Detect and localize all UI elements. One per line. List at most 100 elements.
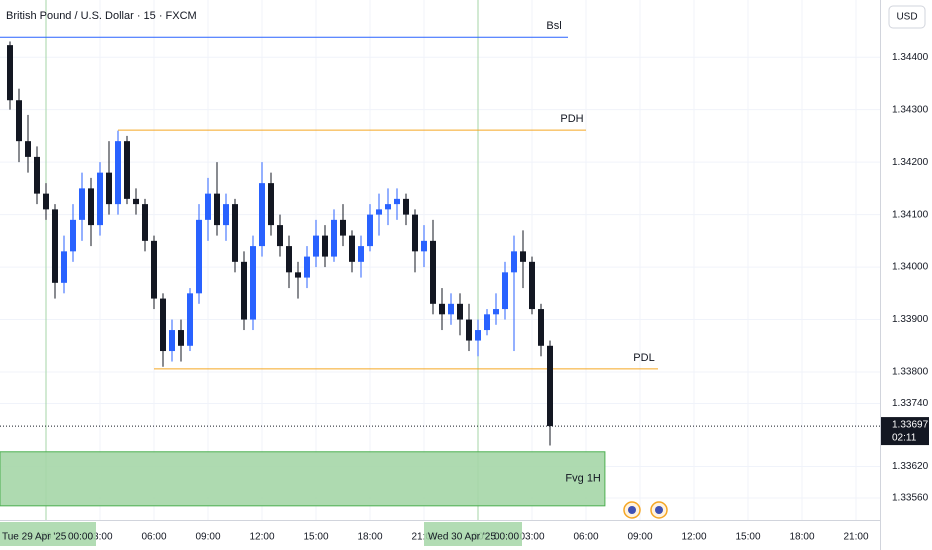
x-tick-label: 21:00	[843, 532, 868, 543]
level-label: PDH	[560, 113, 583, 125]
candle-body	[79, 188, 86, 220]
event-icon-flag	[628, 506, 636, 514]
y-tick-label: 1.33740	[892, 398, 929, 409]
candle-body	[187, 293, 194, 346]
x-tick-label: 18:00	[789, 532, 814, 543]
candle-body	[223, 204, 230, 226]
level-label: Bsl	[546, 20, 561, 32]
candle-body	[475, 330, 482, 341]
candle-body	[7, 45, 14, 101]
candle-body	[115, 141, 122, 205]
candle-body	[52, 209, 59, 283]
candle-body	[160, 298, 167, 352]
candle-body	[304, 256, 311, 278]
candle-body	[538, 309, 545, 346]
candle-body	[286, 246, 293, 273]
candle-body	[241, 261, 248, 320]
candle-body	[331, 219, 338, 257]
candle-body	[322, 235, 329, 257]
candle-body	[277, 225, 284, 247]
y-tick-label: 1.34300	[892, 104, 929, 115]
candle-body	[295, 272, 302, 278]
candle-body	[88, 188, 95, 226]
candle-body	[124, 141, 131, 199]
date-label-time: 00:00	[68, 532, 93, 543]
candle-body	[520, 251, 527, 262]
candle-body	[547, 345, 554, 427]
y-tick-label: 1.34400	[892, 52, 929, 63]
candle-body	[178, 330, 185, 346]
candle-body	[214, 193, 221, 226]
candles	[7, 41, 554, 446]
candle-body	[232, 204, 239, 262]
candle-body	[151, 240, 158, 299]
candle-body	[70, 219, 77, 252]
last-price-badge	[881, 417, 929, 446]
date-label-time: 00:00	[494, 532, 519, 543]
event-icons	[623, 501, 668, 519]
candle-body	[16, 100, 23, 142]
x-tick-label: 12:00	[249, 532, 274, 543]
fvg-zone	[0, 451, 606, 507]
x-tick-label: 06:00	[573, 532, 598, 543]
candle-body	[412, 214, 419, 252]
candle-body	[367, 214, 374, 247]
candle-body	[205, 193, 212, 220]
y-tick-label: 1.34100	[892, 209, 929, 220]
x-tick-label: 15:00	[735, 532, 760, 543]
candle-body	[358, 246, 365, 262]
candle-body	[61, 251, 68, 283]
fvg-label: Fvg 1H	[565, 473, 601, 485]
y-tick-label: 1.34200	[892, 157, 929, 168]
x-tick-label: 06:00	[141, 532, 166, 543]
candle-body	[313, 235, 320, 257]
candle-body	[511, 251, 518, 273]
candle-body	[376, 209, 383, 215]
overlays: Fvg 1H Bsl PDH PDL	[0, 0, 880, 520]
candle-body	[142, 204, 149, 241]
y-tick-label: 1.33900	[892, 314, 929, 325]
candle-body	[430, 240, 437, 304]
candle-body	[25, 141, 32, 157]
chart-title: British Pound / U.S. Dollar · 15 · FXCM	[6, 10, 197, 22]
date-label: Tue 29 Apr '25 00:00	[0, 522, 96, 546]
date-label-bg	[424, 522, 523, 546]
candle-body	[43, 193, 50, 210]
candle-body	[421, 240, 428, 252]
candle-body	[466, 319, 473, 341]
last-price-label: 1.33697	[892, 420, 929, 431]
y-tick-label: 1.33560	[892, 493, 929, 504]
candle-body	[502, 272, 509, 310]
date-label-text: Tue 29 Apr '25	[2, 532, 67, 543]
candle-body	[268, 183, 275, 226]
candle-body	[493, 309, 500, 315]
candle-body	[340, 219, 347, 236]
candle-body	[448, 303, 455, 315]
currency-button[interactable]	[888, 5, 926, 29]
candle-body	[394, 198, 401, 205]
x-tick-label: 18:00	[357, 532, 382, 543]
candle-body	[196, 219, 203, 294]
event-icon-flag	[655, 506, 663, 514]
candle-body	[439, 303, 446, 315]
candle-body	[385, 204, 392, 210]
candle-body	[457, 303, 464, 320]
y-tick-label: 1.33620	[892, 461, 929, 472]
candle-body	[106, 172, 113, 205]
x-tick-label: 03:00	[519, 532, 544, 543]
x-tick-label: 09:00	[627, 532, 652, 543]
countdown-label: 02:11	[892, 433, 917, 444]
date-label-bg	[0, 522, 96, 546]
candle-body	[133, 198, 140, 205]
y-tick-label: 1.34000	[892, 262, 929, 273]
candle-body	[169, 330, 176, 352]
x-tick-label: 15:00	[303, 532, 328, 543]
y-tick-label: 1.33800	[892, 367, 929, 378]
candle-body	[34, 156, 41, 194]
date-label-text: Wed 30 Apr '25	[428, 532, 496, 543]
candle-body	[403, 198, 410, 215]
candle-body	[484, 314, 491, 331]
currency-label: USD	[896, 12, 917, 23]
